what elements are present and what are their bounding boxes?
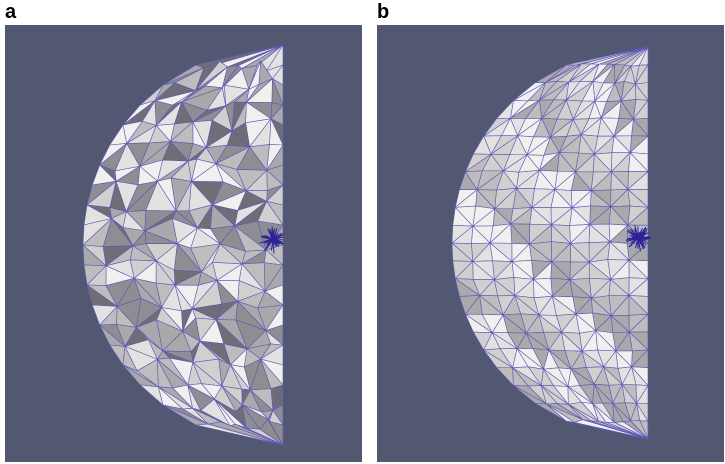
panel-label: a xyxy=(5,1,17,23)
figure: a b xyxy=(0,0,725,464)
panel-label: b xyxy=(377,1,389,23)
page: a b (() => { const data = JSON.parse(doc… xyxy=(0,0,725,464)
